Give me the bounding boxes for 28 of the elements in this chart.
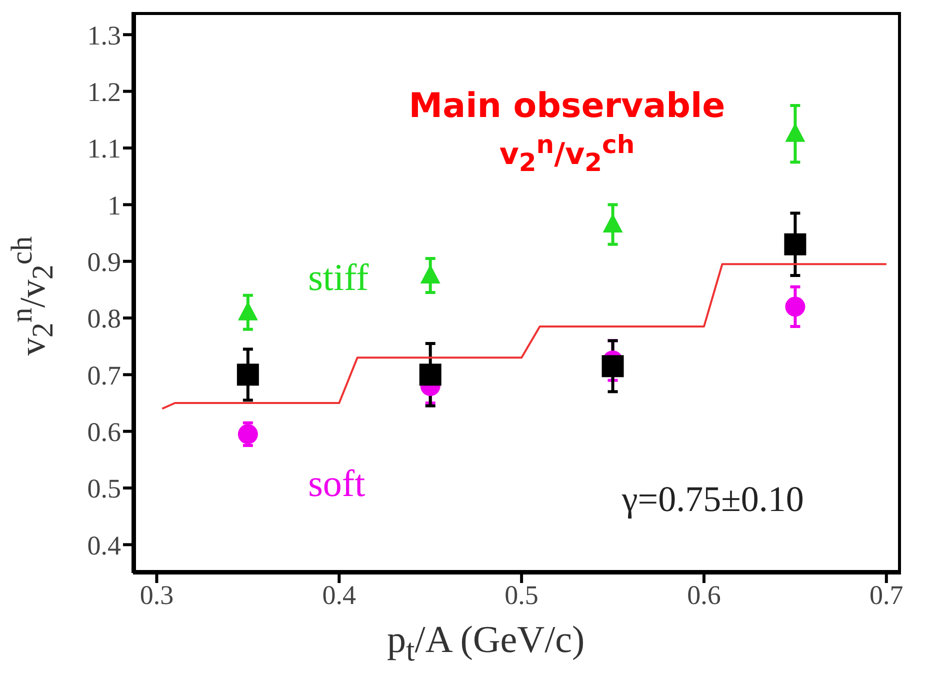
line-series	[161, 263, 888, 410]
y-tick-label: 0.9	[87, 246, 121, 277]
y-tick-label: 0.8	[87, 304, 121, 334]
x-tick-label: 0.3	[140, 580, 174, 610]
point	[238, 424, 258, 444]
x-tick-label: 0.6	[687, 580, 721, 610]
x-tick-label: 0.4	[322, 580, 357, 610]
y-tick-label: 1.1	[87, 134, 121, 164]
y-tick-label: 1	[108, 190, 121, 220]
point	[236, 364, 259, 386]
point	[419, 364, 442, 386]
annotation: γ=0.75±0.10	[622, 478, 804, 520]
x-tick-label: 0.5	[504, 580, 538, 610]
y-tick-label: 0.7	[87, 360, 121, 390]
point	[602, 355, 624, 378]
y-tick-label: 0.5	[87, 474, 121, 504]
y-tick-label: 0.4	[87, 530, 122, 560]
point	[785, 296, 806, 317]
annotation: Main observable	[408, 86, 726, 126]
x-axis-title: p$_{t}$/A (GeV/c)	[387, 618, 585, 669]
y-tick-label: 0.6	[87, 416, 121, 447]
x-tick-label: 0.7	[870, 580, 904, 610]
series-label: soft	[308, 462, 366, 506]
point	[420, 264, 440, 284]
series-label: stiff	[308, 256, 369, 300]
y-tick-label: 1.3	[87, 20, 121, 50]
y-tick-label: 1.2	[87, 76, 121, 107]
point	[784, 233, 806, 256]
